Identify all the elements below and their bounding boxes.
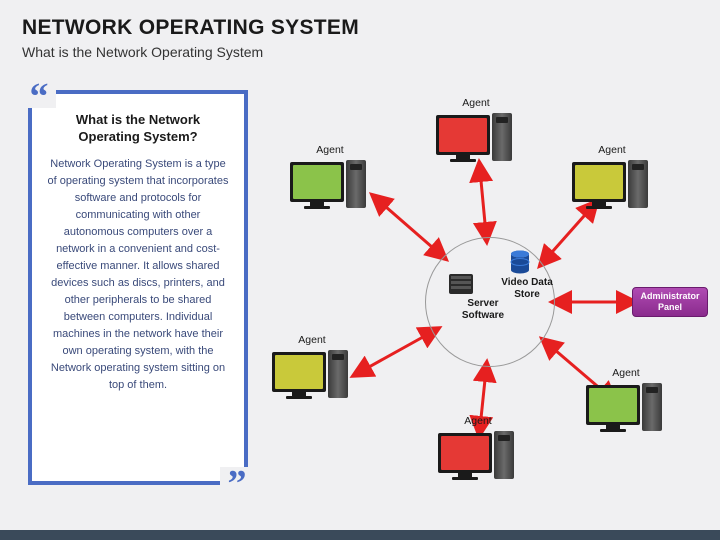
quote-open-icon: “ bbox=[22, 80, 56, 108]
computer-icon bbox=[272, 348, 352, 400]
computer-icon bbox=[290, 158, 370, 210]
database-icon bbox=[510, 250, 530, 274]
agent-label: Agent bbox=[586, 367, 666, 379]
hub-label-server: Server Software bbox=[448, 298, 518, 322]
agent-node: Agent bbox=[436, 97, 516, 163]
quote-box: “ What is the Network Operating System? … bbox=[28, 90, 248, 485]
quote-close-icon: ” bbox=[220, 467, 254, 495]
box-text: Network Operating System is a type of op… bbox=[46, 156, 230, 395]
computer-icon bbox=[436, 111, 516, 163]
agent-label: Agent bbox=[436, 97, 516, 109]
computer-icon bbox=[572, 158, 652, 210]
agent-label: Agent bbox=[572, 144, 652, 156]
agent-node: Agent bbox=[572, 144, 652, 210]
server-icon bbox=[448, 272, 474, 296]
box-title: What is the Network Operating System? bbox=[46, 112, 230, 146]
admin-panel: Administrator Panel bbox=[632, 287, 708, 317]
page-title: NETWORK OPERATING SYSTEM bbox=[22, 16, 698, 40]
agent-node: Agent bbox=[586, 367, 666, 433]
computer-icon bbox=[438, 429, 518, 481]
agent-label: Agent bbox=[272, 334, 352, 346]
agent-label: Agent bbox=[290, 144, 370, 156]
footer-bar bbox=[0, 530, 720, 540]
page-subtitle: What is the Network Operating System bbox=[22, 44, 698, 60]
agent-label: Agent bbox=[438, 415, 518, 427]
header: NETWORK OPERATING SYSTEM What is the Net… bbox=[0, 0, 720, 64]
network-diagram: Video Data Store Server Software AgentAg… bbox=[270, 82, 710, 502]
agent-node: Agent bbox=[290, 144, 370, 210]
agent-node: Agent bbox=[438, 415, 518, 481]
computer-icon bbox=[586, 381, 666, 433]
agent-node: Agent bbox=[272, 334, 352, 400]
admin-panel-label: Administrator Panel bbox=[633, 291, 707, 313]
